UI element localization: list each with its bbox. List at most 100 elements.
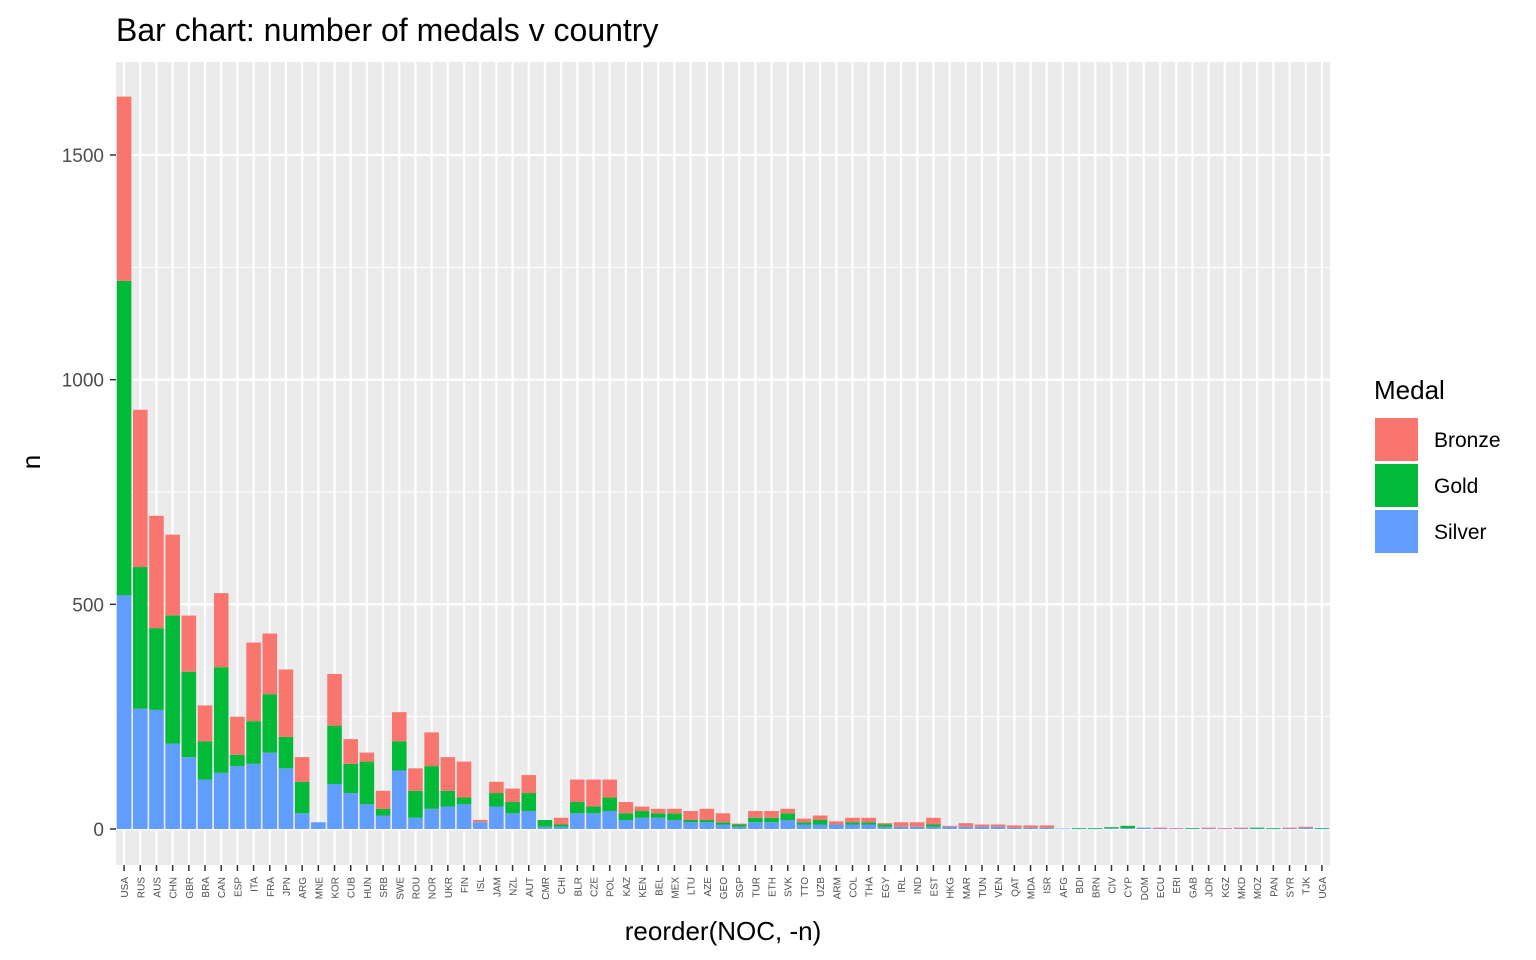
x-tick-label-pol: POL — [606, 877, 617, 897]
y-tick-label: 0 — [93, 820, 104, 841]
x-tick-label-swe: SWE — [395, 877, 406, 900]
x-tick-label-gbr: GBR — [185, 877, 196, 899]
bar-ltu-silver — [683, 822, 698, 829]
bar-mne-silver — [311, 822, 326, 829]
x-tick-label-srb: SRB — [379, 877, 390, 898]
bar-mkd-silver — [1233, 828, 1249, 830]
bar-afg-silver — [1055, 828, 1071, 830]
bar-rus-silver — [132, 708, 148, 829]
bar-tur-bronze — [748, 811, 763, 818]
legend-label-gold: Gold — [1434, 475, 1478, 498]
bar-ken-silver — [634, 817, 650, 829]
bar-brn-silver — [1088, 828, 1103, 830]
x-tick-label-can: CAN — [217, 877, 228, 898]
x-tick-label-tto: TTO — [800, 877, 811, 897]
bar-sgp-bronze — [731, 823, 747, 825]
bar-arg-gold — [294, 781, 310, 814]
bar-swe-gold — [391, 741, 407, 771]
x-tick-label-ukr: UKR — [444, 877, 455, 898]
bar-mex-bronze — [667, 808, 682, 814]
x-tick-label-col: COL — [848, 877, 859, 898]
x-tick-label-rou: ROU — [411, 877, 422, 899]
x-tick-label-syr: SYR — [1286, 877, 1297, 898]
bar-irl-bronze — [893, 822, 909, 827]
bar-fin-gold — [456, 797, 472, 805]
bar-jpn-silver — [278, 768, 294, 829]
bar-cze-gold — [586, 806, 601, 814]
bar-egy-bronze — [877, 823, 893, 825]
bar-eth-silver — [764, 822, 779, 829]
bar-eri-silver — [1168, 828, 1184, 830]
bar-tur-gold — [748, 817, 763, 823]
bar-col-gold — [845, 822, 860, 825]
bar-fra-bronze — [262, 633, 278, 695]
bar-gbr-silver — [181, 757, 197, 829]
bar-cze-silver — [586, 813, 601, 829]
x-tick-label-cmr: CMR — [541, 877, 552, 900]
x-tick-label-kaz: KAZ — [622, 877, 633, 896]
bar-pol-silver — [602, 811, 617, 829]
bar-esp-gold — [230, 754, 245, 767]
bar-ecu-silver — [1152, 828, 1168, 830]
x-tick-label-qat: QAT — [1010, 877, 1021, 897]
chart-title: Bar chart: number of medals v country — [116, 12, 658, 48]
x-tick-label-jam: JAM — [492, 877, 503, 897]
legend-label-bronze: Bronze — [1434, 429, 1501, 452]
bar-fra-gold — [262, 694, 278, 753]
x-tick-label-egy: EGY — [881, 877, 892, 898]
bar-srb-silver — [375, 815, 391, 829]
bar-pan-gold — [1266, 828, 1281, 829]
bar-est-bronze — [926, 817, 941, 825]
bar-chn-silver — [165, 743, 180, 829]
legend-key-gold — [1375, 464, 1418, 507]
bar-aze-silver — [699, 822, 715, 829]
bar-ita-bronze — [246, 642, 261, 722]
bar-mda-silver — [1023, 827, 1038, 829]
bar-moz-silver — [1249, 828, 1265, 830]
bar-jor-silver — [1201, 828, 1216, 830]
bar-bra-bronze — [197, 705, 213, 742]
bar-ita-gold — [246, 721, 261, 764]
bar-bra-silver — [197, 779, 213, 829]
bar-aus-silver — [149, 709, 164, 829]
x-tick-label-tur: TUR — [751, 877, 762, 898]
bar-nzl-bronze — [505, 788, 520, 803]
legend-label-silver: Silver — [1434, 521, 1487, 544]
bar-bdi-gold — [1071, 828, 1087, 829]
bar-isr-silver — [1039, 827, 1055, 829]
x-tick-label-mda: MDA — [1027, 877, 1038, 900]
bar-rus-gold — [132, 567, 148, 709]
x-tick-label-irl: IRL — [897, 877, 908, 893]
bar-ind-silver — [909, 826, 925, 829]
bar-ukr-silver — [440, 806, 456, 829]
bar-nzl-gold — [505, 802, 520, 814]
bar-bel-bronze — [650, 808, 666, 814]
bar-jor-bronze — [1201, 827, 1216, 829]
x-tick-label-cyp: CYP — [1124, 877, 1135, 898]
bar-eth-bronze — [764, 811, 779, 818]
bar-uzb-gold — [812, 820, 828, 825]
bar-arm-bronze — [829, 821, 844, 825]
bar-uzb-silver — [812, 824, 828, 829]
bar-moz-gold — [1249, 827, 1265, 829]
bar-tha-bronze — [861, 817, 876, 823]
x-tick-label-aus: AUS — [152, 877, 163, 898]
bar-jam-silver — [489, 806, 504, 829]
bar-cyp-silver — [1120, 828, 1135, 829]
x-tick-label-ven: VEN — [994, 877, 1005, 898]
bar-eri-bronze — [1168, 828, 1184, 829]
x-tick-label-fra: FRA — [266, 877, 277, 897]
bar-ind-bronze — [909, 822, 925, 827]
bar-pan-silver — [1266, 828, 1281, 830]
x-tick-label-tun: TUN — [978, 877, 989, 898]
x-tick-label-hun: HUN — [363, 877, 374, 899]
bar-mda-bronze — [1023, 825, 1038, 828]
bar-uga-silver — [1314, 828, 1330, 830]
bar-kor-silver — [327, 784, 342, 829]
x-tick-label-svk: SVK — [784, 877, 795, 897]
x-tick-label-usa: USA — [120, 877, 131, 898]
x-tick-label-chi: CHI — [557, 877, 568, 894]
y-axis: 0 500 1000 1500 — [62, 146, 116, 841]
x-tick-label-tjk: TJK — [1302, 877, 1313, 895]
x-tick-label-cze: CZE — [590, 877, 601, 897]
